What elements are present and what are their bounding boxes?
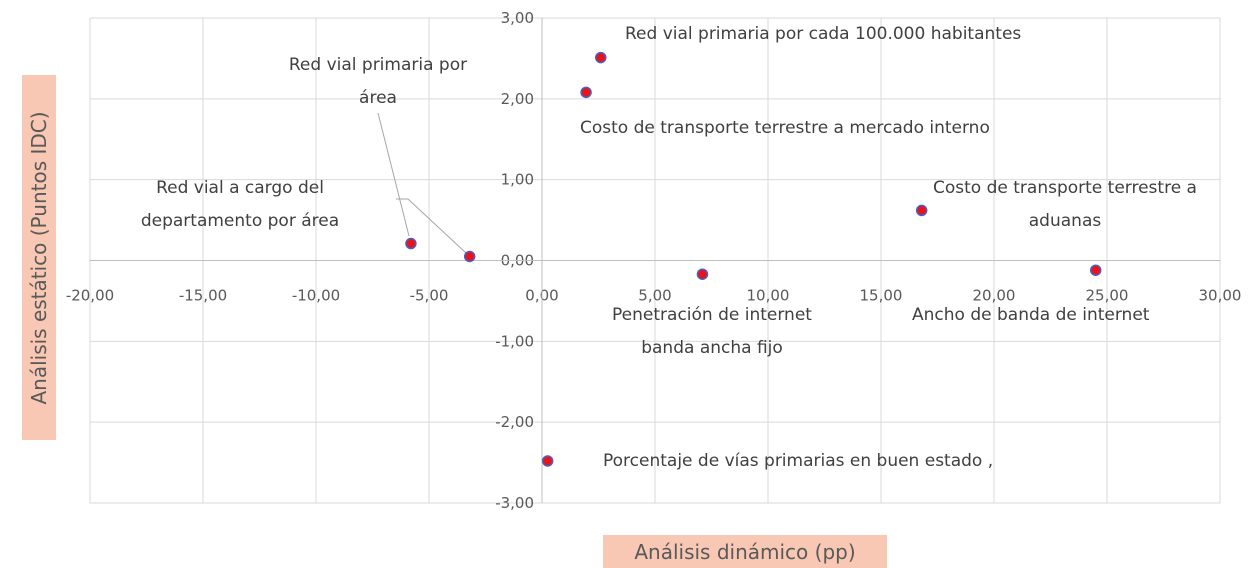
y-tick-label: 3,00 (501, 9, 534, 27)
point-label: Red vial a cargo del (156, 178, 324, 198)
point (580, 86, 592, 99)
point-label: Penetración de internet (612, 305, 812, 325)
point-label: Red vial primaria por cada 100.000 habit… (625, 24, 1021, 44)
point-label: Ancho de banda de internet (912, 305, 1150, 325)
leader-line (377, 112, 410, 237)
point (915, 204, 928, 217)
point (595, 51, 607, 64)
x-tick-label: -20,00 (66, 287, 114, 305)
x-tick-label: 10,00 (747, 287, 790, 305)
y-axis-title: Análisis estático (Puntos IDC) (27, 111, 51, 404)
point-label: banda ancha fijo (641, 338, 783, 358)
y-tick-label: -2,00 (495, 413, 534, 431)
point (405, 237, 417, 250)
point (463, 250, 476, 263)
x-tick-label: -15,00 (179, 287, 227, 305)
point (541, 455, 554, 467)
y-tick-label: 2,00 (501, 90, 534, 108)
x-tick-label: 20,00 (973, 287, 1016, 305)
x-tick-label: 5,00 (638, 287, 671, 305)
y-tick-label: 1,00 (501, 171, 534, 189)
y-tick-label: -1,00 (495, 332, 534, 350)
leader-line (407, 198, 467, 254)
x-tick-label: 30,00 (1199, 287, 1242, 305)
point-label: departamento por área (141, 211, 339, 231)
x-tick-label: -5,00 (410, 287, 449, 305)
x-tick-label: 15,00 (860, 287, 903, 305)
x-axis-title: Análisis dinámico (pp) (634, 540, 855, 564)
x-tick-label: 25,00 (1086, 287, 1129, 305)
point-label: Costo de transporte terrestre a mercado … (580, 118, 990, 138)
point-label: aduanas (1029, 211, 1102, 231)
y-title-bg (22, 75, 56, 440)
x-tick-label: -10,00 (292, 287, 340, 305)
point-label: Costo de transporte terrestre a (933, 178, 1197, 198)
point-label: Porcentaje de vías primarias en buen est… (603, 451, 993, 471)
y-tick-label: -3,00 (495, 494, 534, 512)
point (696, 268, 709, 280)
point (1089, 264, 1102, 276)
point-label: Red vial primaria por (289, 55, 467, 75)
x-title-bg (603, 535, 887, 568)
point-label: área (359, 88, 397, 108)
